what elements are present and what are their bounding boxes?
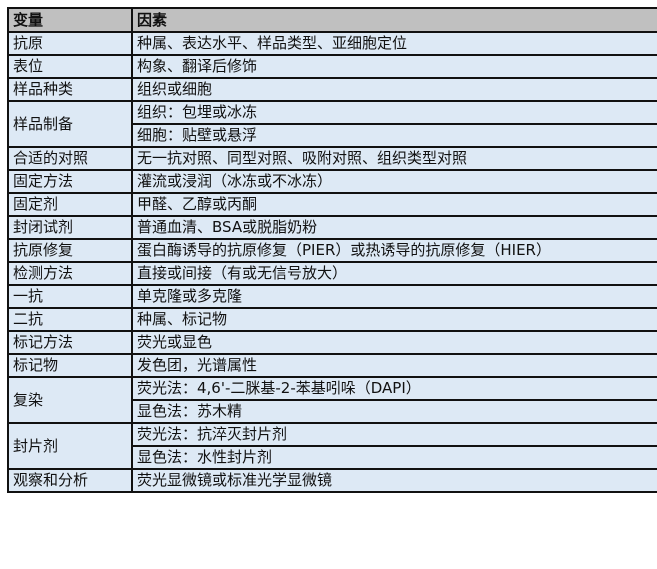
variable-cell: 标记方法: [7, 330, 133, 355]
factor-cell: 荧光法：抗淬灭封片剂: [131, 422, 657, 447]
variable-cell: 封闭试剂: [7, 215, 133, 240]
table-row: 显色法：水性封片剂: [8, 445, 657, 470]
table-row: 抗原修复 蛋白酶诱导的抗原修复（PIER）或热诱导的抗原修复（HIER）: [7, 238, 657, 263]
factor-cell: 细胞：贴壁或悬浮: [131, 123, 657, 148]
factor-cell: 荧光显微镜或标准光学显微镜: [131, 468, 657, 493]
variable-cell: 二抗: [7, 307, 133, 332]
table-row: 一抗 单克隆或多克隆: [7, 284, 657, 309]
table-header-row: 变量 因素: [7, 7, 657, 33]
variable-cell: 合适的对照: [7, 146, 133, 171]
variable-cell: 固定剂: [7, 192, 133, 217]
factor-cell: 蛋白酶诱导的抗原修复（PIER）或热诱导的抗原修复（HIER）: [131, 238, 657, 263]
table-row: 固定方法 灌流或浸润（冰冻或不冰冻）: [7, 169, 657, 194]
factor-cell: 荧光或显色: [131, 330, 657, 355]
variable-cell: 复染: [7, 376, 133, 424]
variable-cell: 抗原修复: [7, 238, 133, 263]
table-body: 抗原 种属、表达水平、样品类型、亚细胞定位 表位 构象、翻译后修饰 样品种类 组织或细胞样…: [7, 31, 657, 493]
table-row: 细胞：贴壁或悬浮: [8, 123, 657, 148]
variable-cell: 标记物: [7, 353, 133, 378]
factor-cell: 构象、翻译后修饰: [131, 54, 657, 79]
factor-cell: 显色法：苏木精: [131, 399, 657, 424]
header-variable: 变量: [7, 7, 133, 33]
factor-cell: 荧光法：4,6'-二脒基-2-苯基吲哚（DAPI）: [131, 376, 657, 401]
factor-cell: 无一抗对照、同型对照、吸附对照、组织类型对照: [131, 146, 657, 171]
variable-cell: 一抗: [7, 284, 133, 309]
variable-cell: 观察和分析: [7, 468, 133, 493]
factor-cell: 显色法：水性封片剂: [131, 445, 657, 470]
variable-cell: 表位: [7, 54, 133, 79]
table-row: 样品制备 组织：包埋或冰冻: [7, 100, 657, 148]
factor-cell: 发色团，光谱属性: [131, 353, 657, 378]
table-row: 样品种类 组织或细胞: [7, 77, 657, 102]
table-row: 观察和分析 荧光显微镜或标准光学显微镜: [7, 468, 657, 493]
table-row: 复染 荧光法：4,6'-二脒基-2-苯基吲哚（DAPI）: [7, 376, 657, 424]
factor-cell: 组织或细胞: [131, 77, 657, 102]
factor-cell: 灌流或浸润（冰冻或不冰冻）: [131, 169, 657, 194]
factor-cell: 甲醛、乙醇或丙酮: [131, 192, 657, 217]
table-row: 抗原 种属、表达水平、样品类型、亚细胞定位: [7, 31, 657, 56]
variable-cell: 检测方法: [7, 261, 133, 286]
variable-cell: 抗原: [7, 31, 133, 56]
table-row: 合适的对照 无一抗对照、同型对照、吸附对照、组织类型对照: [7, 146, 657, 171]
factor-cell: 种属、标记物: [131, 307, 657, 332]
table-row: 二抗 种属、标记物: [7, 307, 657, 332]
factor-cell: 普通血清、BSA或脱脂奶粉: [131, 215, 657, 240]
table-row: 标记方法 荧光或显色: [7, 330, 657, 355]
table-row: 检测方法 直接或间接（有或无信号放大）: [7, 261, 657, 286]
header-factor: 因素: [131, 7, 657, 33]
table-row: 固定剂 甲醛、乙醇或丙酮: [7, 192, 657, 217]
variable-cell: 样品种类: [7, 77, 133, 102]
table-row: 表位 构象、翻译后修饰: [7, 54, 657, 79]
variable-cell: 样品制备: [7, 100, 133, 148]
factor-cell: 单克隆或多克隆: [131, 284, 657, 309]
table-row: 封闭试剂 普通血清、BSA或脱脂奶粉: [7, 215, 657, 240]
variable-cell: 封片剂: [7, 422, 133, 470]
table-row: 标记物 发色团，光谱属性: [7, 353, 657, 378]
factor-cell: 种属、表达水平、样品类型、亚细胞定位: [131, 31, 657, 56]
table-row: 显色法：苏木精: [8, 399, 657, 424]
table-row: 封片剂 荧光法：抗淬灭封片剂: [7, 422, 657, 470]
factor-cell: 直接或间接（有或无信号放大）: [131, 261, 657, 286]
factor-cell: 组织：包埋或冰冻: [131, 100, 657, 125]
variables-table: 变量 因素 抗原 种属、表达水平、样品类型、亚细胞定位 表位 构象、翻译后修饰 样品种类…: [7, 7, 657, 493]
variable-cell: 固定方法: [7, 169, 133, 194]
